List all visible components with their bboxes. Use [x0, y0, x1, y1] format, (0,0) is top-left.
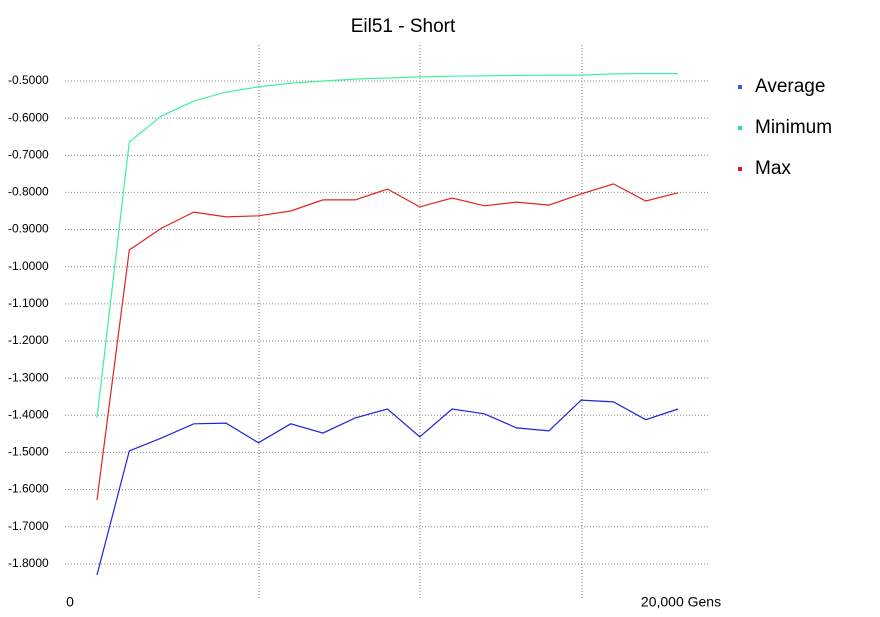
legend-label: Minimum	[755, 117, 832, 138]
y-tick-label: -0.9000	[8, 222, 49, 236]
chart-title: Eil51 - Short	[351, 16, 456, 37]
y-tick-label: -1.7000	[8, 519, 49, 533]
legend-swatch	[738, 126, 742, 130]
y-tick-label: -1.4000	[8, 407, 49, 421]
y-tick-label: -1.2000	[8, 333, 49, 347]
legend-label: Average	[755, 76, 825, 97]
legend-swatch	[738, 167, 742, 171]
legend-label: Max	[755, 158, 791, 179]
y-tick-label: -0.6000	[8, 110, 49, 124]
series-line	[96, 183, 679, 501]
x-end-label: 20,000 Gens	[641, 594, 721, 610]
y-tick-label: -1.0000	[8, 259, 49, 273]
y-tick-label: -1.1000	[8, 296, 49, 310]
series-line	[96, 73, 678, 418]
y-tick-label: -0.7000	[8, 147, 49, 161]
y-tick-label: -1.6000	[8, 482, 49, 496]
y-tick-label: -1.8000	[8, 556, 49, 570]
y-tick-label: -1.3000	[8, 370, 49, 384]
legend-swatch	[738, 85, 742, 89]
y-tick-label: -0.8000	[8, 185, 49, 199]
series-line	[96, 399, 679, 576]
y-tick-label: -0.5000	[8, 73, 49, 87]
x-start-label: 0	[66, 594, 74, 610]
y-tick-label: -1.5000	[8, 445, 49, 459]
